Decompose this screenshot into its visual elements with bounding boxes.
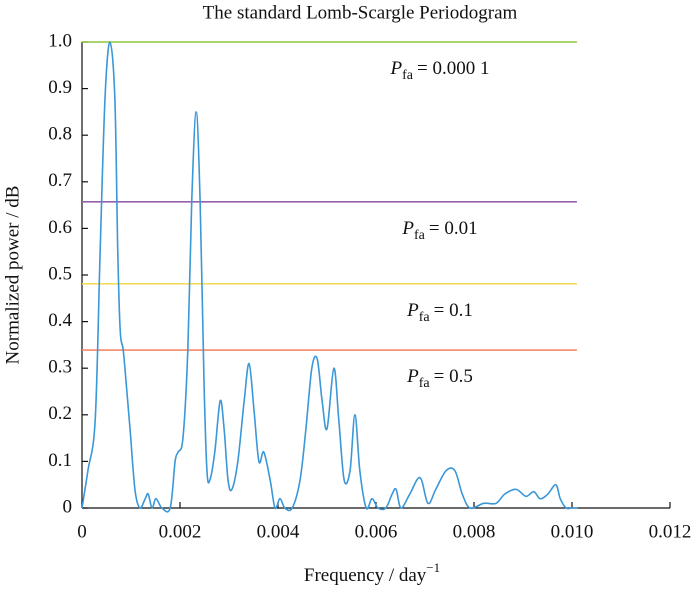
threshold-label: Pfa = 0.5	[406, 366, 473, 391]
chart-title: The standard Lomb-Scargle Periodogram	[203, 2, 518, 23]
x-tick-label: 0.010	[551, 521, 594, 542]
threshold-label-subscript: fa	[414, 228, 426, 243]
y-tick-label: 0.9	[48, 77, 72, 98]
threshold-label-text: = 0.5	[434, 366, 473, 387]
x-axis-label-superscript: −1	[426, 560, 440, 575]
y-axis-label: Normalized power / dB	[2, 186, 23, 365]
y-tick-label: 0.8	[48, 124, 72, 145]
x-tick-label: 0.002	[159, 521, 202, 542]
x-axis-label-text: Frequency / day	[304, 565, 427, 586]
threshold-label: Pfa = 0.000 1	[390, 58, 490, 83]
x-tick-label: 0	[77, 521, 87, 542]
y-tick-label: 0.4	[48, 310, 72, 331]
periodogram-line	[81, 41, 578, 513]
threshold-label-text: = 0.1	[434, 300, 473, 321]
y-tick-label: 0	[63, 496, 73, 517]
x-tick-label: 0.004	[257, 521, 300, 542]
threshold-label-subscript: fa	[402, 68, 414, 83]
threshold-label: Pfa = 0.01	[401, 218, 477, 243]
x-tick-label: 0.006	[355, 521, 398, 542]
threshold-label-subscript: fa	[419, 376, 431, 391]
y-tick-label: 0.1	[48, 450, 72, 471]
threshold-label-symbol: P	[390, 58, 403, 79]
threshold-label-symbol: P	[401, 218, 414, 239]
threshold-label-subscript: fa	[419, 310, 431, 325]
threshold-label: Pfa = 0.1	[406, 300, 473, 325]
y-tick-label: 0.5	[48, 263, 72, 284]
threshold-label-text: = 0.000 1	[417, 58, 489, 79]
y-tick-label: 0.7	[48, 170, 72, 191]
threshold-label-symbol: P	[406, 300, 419, 321]
y-tick-label: 0.6	[48, 217, 72, 238]
x-axis-label: Frequency / day−1	[304, 560, 440, 586]
y-tick-label: 0.3	[48, 357, 72, 378]
threshold-label-symbol: P	[406, 366, 419, 387]
x-tick-label: 0.012	[649, 521, 692, 542]
y-tick-label: 0.2	[48, 403, 72, 424]
threshold-label-text: = 0.01	[429, 218, 478, 239]
y-tick-label: 1.0	[48, 30, 72, 51]
x-tick-label: 0.008	[453, 521, 496, 542]
